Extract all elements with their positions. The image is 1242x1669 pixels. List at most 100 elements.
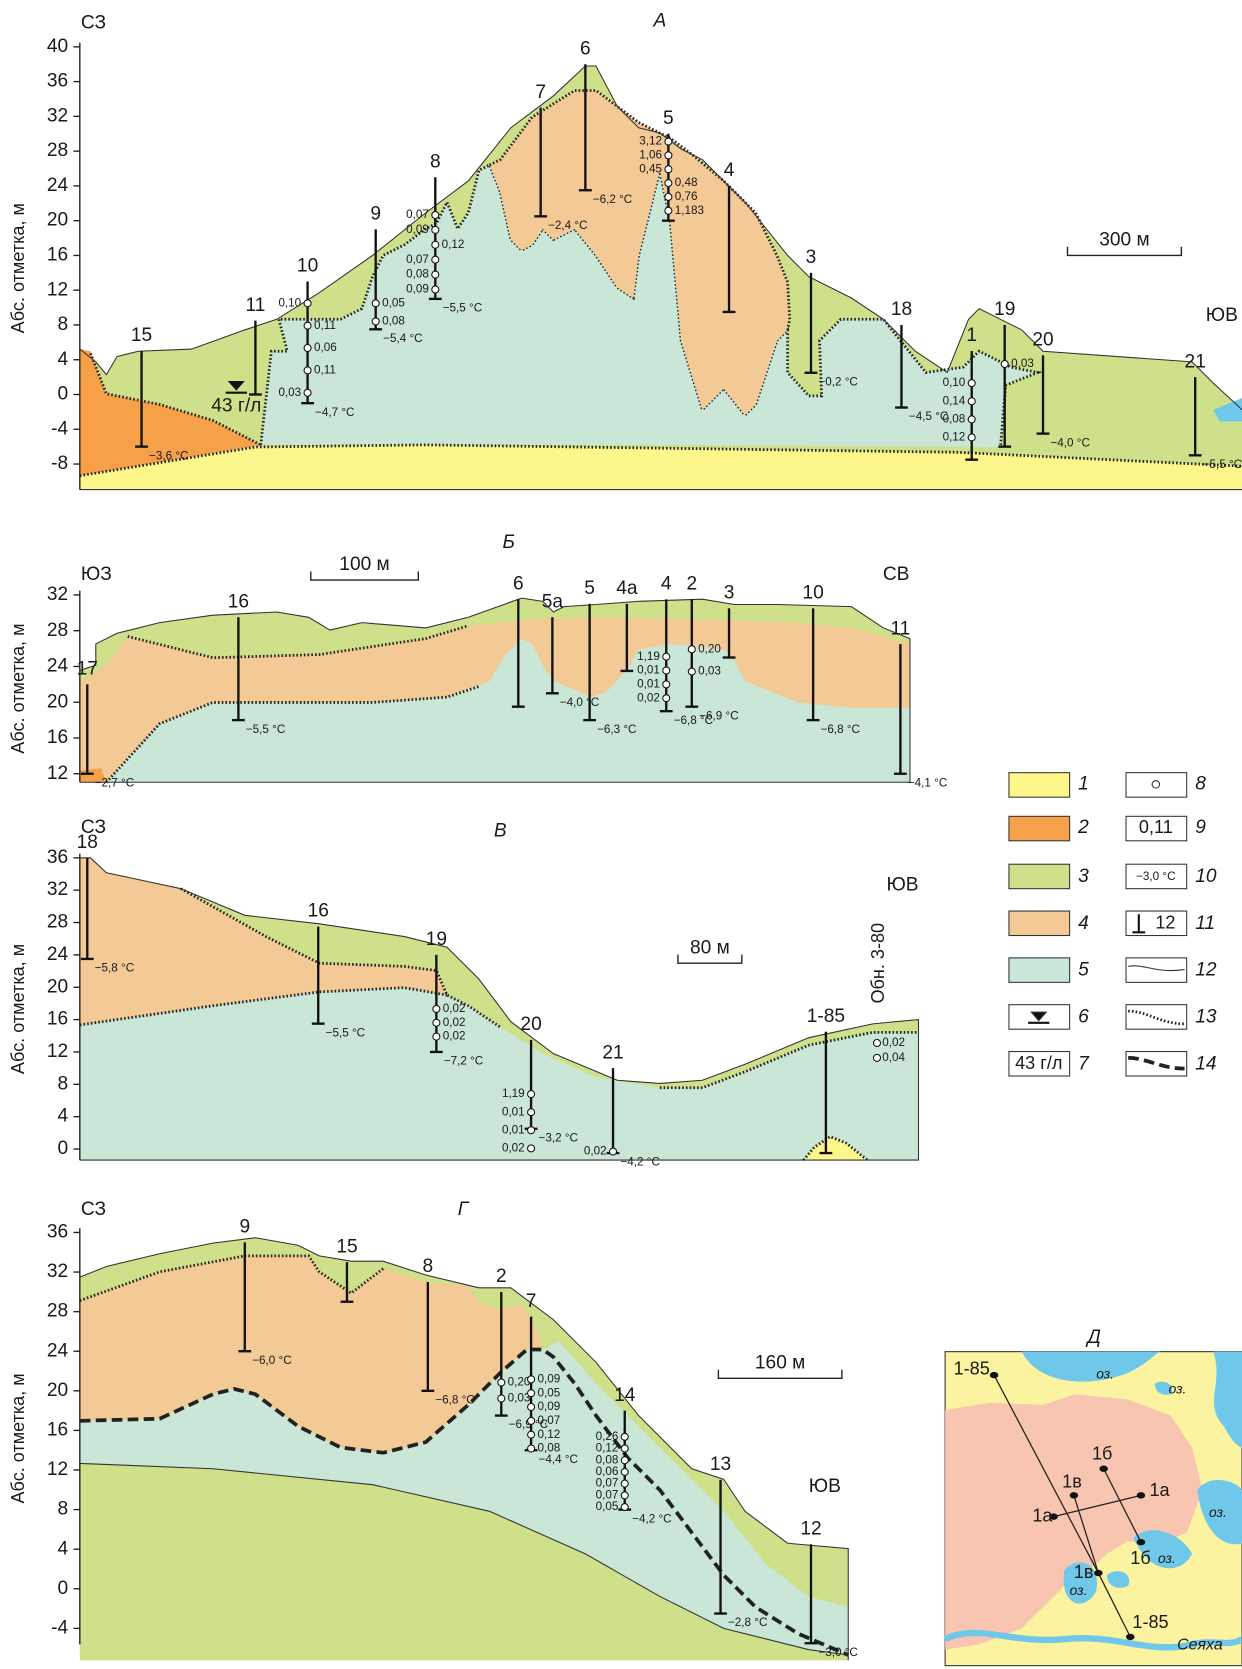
moisture-label: 1,06	[639, 148, 662, 161]
map-label: 1-85	[954, 1359, 990, 1379]
temperature-label: −3,2 °C	[539, 1131, 578, 1144]
sample-point	[1001, 360, 1008, 367]
temperature-label: −4,0 °C	[1050, 436, 1089, 449]
map-label: 1б	[1092, 1444, 1112, 1464]
legend-number: 13	[1195, 1007, 1217, 1028]
moisture-label: 1,183	[675, 204, 704, 217]
moisture-label: 0,07	[406, 253, 429, 266]
temperature-label: −4,7 °C	[315, 406, 354, 419]
temperature-label: −4,1 °C	[908, 776, 947, 789]
borehole-label: 4а	[616, 578, 638, 599]
moisture-label: 0,07	[406, 208, 429, 221]
sample-point	[665, 152, 672, 159]
sample-point	[528, 1431, 535, 1438]
map-point	[1126, 1634, 1135, 1640]
legend-number: 8	[1195, 773, 1206, 794]
map-label: Сеяха	[1177, 1637, 1223, 1654]
map-label: оз.	[1169, 1381, 1187, 1397]
direction-label: СВ	[883, 564, 910, 585]
sample-point	[432, 226, 439, 233]
borehole-label: 14	[614, 1385, 636, 1406]
borehole-label: 18	[77, 832, 98, 853]
borehole-label: 1-85	[807, 1006, 845, 1027]
legend-sample: 0,11	[1139, 817, 1173, 837]
y-tick-label: 12	[47, 763, 68, 784]
sample-point	[873, 1054, 880, 1061]
moisture-label: 0,05	[596, 1500, 619, 1513]
borehole-label: 7	[535, 82, 546, 103]
legend-number: 2	[1077, 817, 1089, 838]
y-tick-label: 12	[47, 279, 68, 300]
moisture-label: 0,01	[502, 1123, 525, 1136]
map-label: оз.	[1070, 1582, 1088, 1598]
moisture-label: 1,19	[637, 650, 660, 663]
borehole-label: 16	[308, 901, 329, 922]
y-tick-label: 40	[47, 36, 68, 57]
moisture-label: 0,01	[637, 677, 660, 690]
borehole-label: 7	[526, 1291, 537, 1312]
map-label: 1в	[1062, 1471, 1082, 1491]
sample-point	[528, 1445, 535, 1452]
borehole-label: 16	[228, 591, 249, 612]
borehole-label: 19	[994, 299, 1015, 320]
borehole-label: 3	[724, 583, 735, 604]
map-title: Д	[1085, 1327, 1100, 1348]
sample-point	[498, 1395, 505, 1402]
map-point	[1099, 1466, 1108, 1472]
direction-label: СЗ	[81, 12, 106, 33]
scale-label: 160 м	[755, 1352, 805, 1373]
moisture-label: 0,12	[943, 431, 966, 444]
y-tick-label: 16	[47, 244, 68, 265]
scale-label: 80 м	[690, 937, 730, 958]
y-tick-label: -4	[51, 418, 68, 439]
borehole-label: 9	[370, 204, 381, 225]
borehole-label: 12	[800, 1518, 821, 1539]
temperature-label: −5,5 °C	[246, 723, 285, 736]
legend-number: 4	[1078, 913, 1089, 934]
borehole-label: 20	[1032, 330, 1053, 351]
sample-point	[528, 1376, 535, 1383]
sample-point	[621, 1468, 628, 1475]
direction-label: СЗ	[81, 1199, 106, 1220]
moisture-label: 0,02	[443, 1030, 466, 1043]
sample-point	[968, 416, 975, 423]
temperature-label: −4,0 °C	[560, 696, 599, 709]
legend-swatch	[1009, 911, 1070, 935]
sample-point	[621, 1445, 628, 1452]
moisture-label: 0,12	[442, 238, 465, 251]
moisture-label: 0,76	[675, 190, 698, 203]
direction-label: ЮВ	[886, 875, 918, 896]
sample-point	[528, 1417, 535, 1424]
borehole-label: 2	[496, 1266, 507, 1287]
section-title: Б	[503, 532, 515, 553]
moisture-label: 0,01	[502, 1105, 525, 1118]
map-label: 1а	[1149, 1480, 1170, 1500]
temperature-label: −6,0 °C	[252, 1354, 291, 1367]
temperature-label: −4,2 °C	[632, 1512, 671, 1525]
y-tick-label: 36	[47, 71, 68, 92]
moisture-label: 0,08	[406, 268, 429, 281]
borehole-label: 10	[802, 583, 823, 604]
sample-point	[621, 1504, 628, 1511]
sample-point	[432, 241, 439, 248]
sample-point	[432, 211, 439, 218]
borehole-label: 3	[806, 247, 817, 268]
moisture-label: 0,45	[639, 162, 662, 175]
borehole-label: 15	[336, 1236, 357, 1257]
moisture-label: 1,19	[502, 1087, 525, 1100]
sample-point	[498, 1379, 505, 1386]
map-label: 1а	[1032, 1505, 1053, 1525]
temperature-label: −6,9 °C	[699, 709, 738, 722]
temperature-label: −2,7 °C	[95, 776, 134, 789]
borehole-label: 8	[430, 151, 441, 172]
y-tick-label: 24	[47, 175, 69, 196]
sample-point	[304, 300, 311, 307]
sample-point	[688, 646, 695, 653]
y-tick-label: 32	[47, 584, 68, 605]
sample-point	[665, 193, 672, 200]
sample-point	[968, 380, 975, 387]
moisture-label: 0,03	[698, 665, 721, 678]
borehole-label: 1	[966, 325, 977, 346]
borehole-label: 5	[663, 108, 674, 129]
sample-point	[304, 345, 311, 352]
